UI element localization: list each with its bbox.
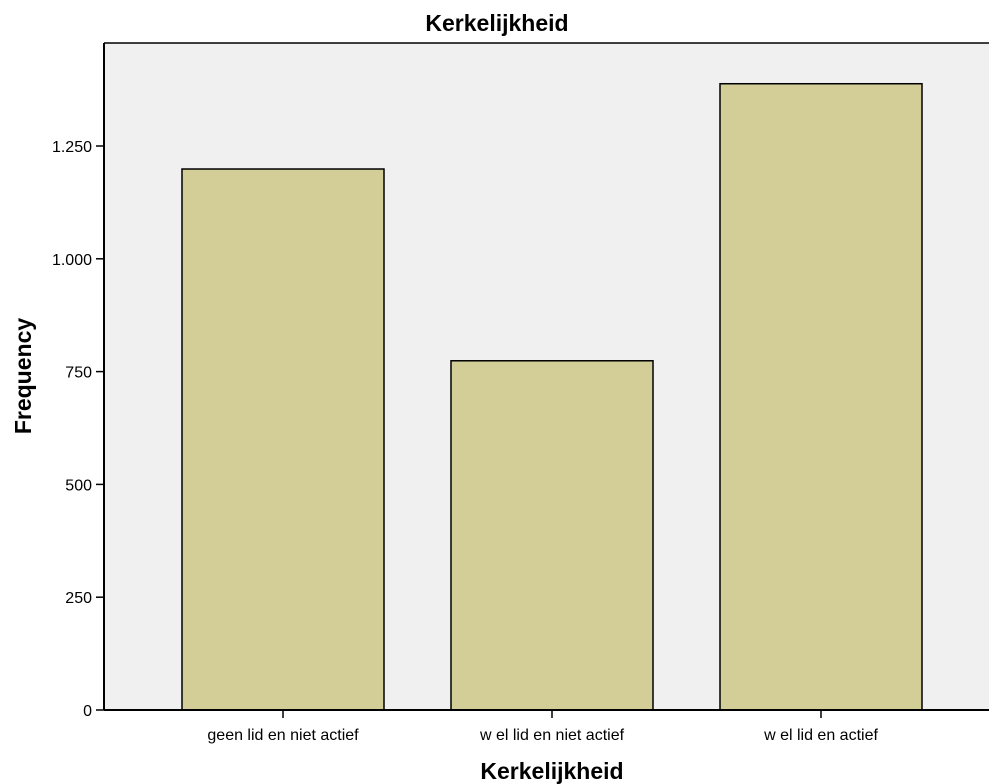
x-tick-label: geen lid en niet actief bbox=[207, 727, 359, 744]
bar-2 bbox=[719, 82, 923, 711]
y-tick-label: 1.250 bbox=[52, 139, 92, 156]
y-ticks-group: 0 250 500 750 1.000 1.250 bbox=[52, 139, 104, 720]
y-tick-label: 750 bbox=[65, 365, 92, 382]
x-ticks-group: geen lid en niet actief w el lid en niet … bbox=[207, 710, 878, 744]
y-tick-label: 0 bbox=[83, 703, 92, 720]
x-tick-label: w el lid en niet actief bbox=[479, 727, 625, 744]
bar-1 bbox=[450, 360, 654, 711]
y-tick-label: 1.000 bbox=[52, 252, 92, 269]
chart-title: Kerkelijkheid bbox=[425, 10, 568, 36]
y-axis-title: Frequency bbox=[10, 318, 36, 435]
y-tick-label: 500 bbox=[65, 477, 92, 494]
x-axis-title: Kerkelijkheid bbox=[480, 758, 623, 784]
y-tick-label: 250 bbox=[65, 590, 92, 607]
bars-group bbox=[181, 82, 923, 711]
bar-0 bbox=[181, 168, 385, 711]
x-tick-label: w el lid en actief bbox=[763, 727, 878, 744]
